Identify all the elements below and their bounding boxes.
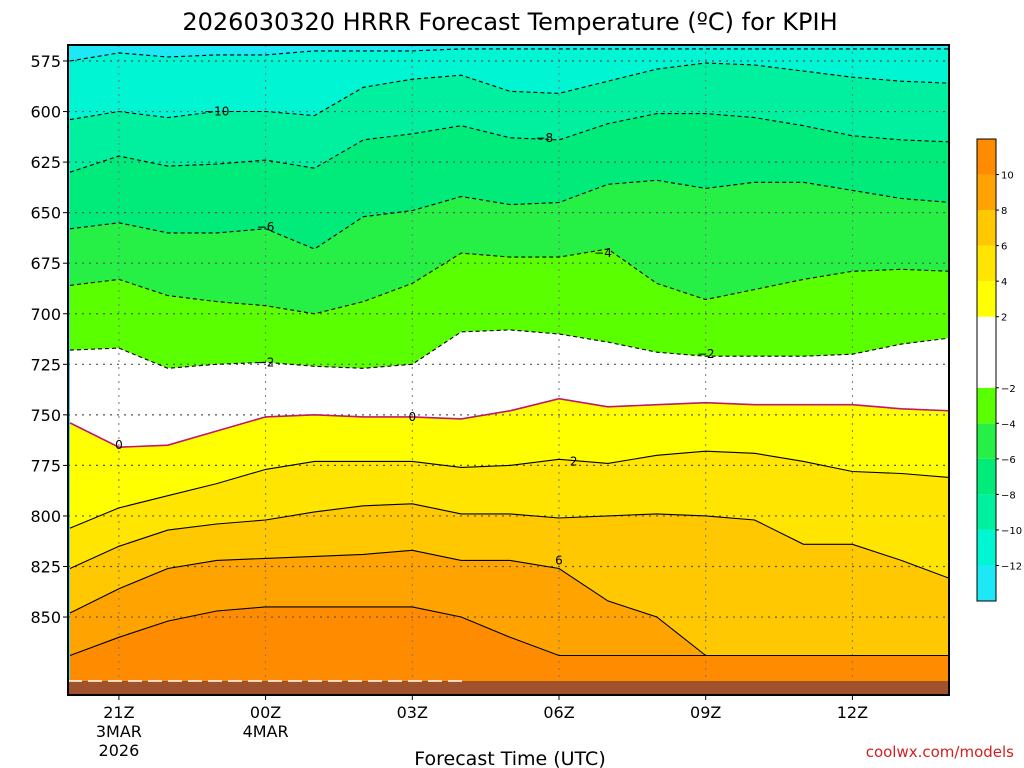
colorbar-band xyxy=(977,174,996,211)
colorbar-band xyxy=(977,458,996,495)
y-tick-label: 575 xyxy=(30,52,61,71)
colorbar-band xyxy=(977,139,996,175)
isotherm-line--8 xyxy=(69,113,949,173)
pressure-axis: 575 600 625 650 675 700 725 750 775 800 825 850 xyxy=(30,52,68,627)
x-tick-year: 2026 xyxy=(99,741,140,760)
colorbar-tick-label: 2 xyxy=(1001,313,1007,324)
x-tick-label: 09Z xyxy=(690,703,721,722)
contour-label: −8 xyxy=(535,131,553,145)
isotherm-line-2 xyxy=(69,450,949,529)
colorbar-band xyxy=(977,494,996,530)
temperature-fill-bands xyxy=(68,45,949,695)
colorbar-tick-label: −6 xyxy=(1001,455,1016,466)
x-tick-label: 21Z xyxy=(103,703,134,722)
contour-label: −10 xyxy=(204,105,229,119)
colorbar-tick-label: 6 xyxy=(1001,242,1007,253)
colorbar-tick-label: 10 xyxy=(1001,171,1014,182)
contour-label: −2 xyxy=(257,355,275,369)
colorbar-band xyxy=(977,281,996,317)
isotherm-line--10 xyxy=(69,62,949,121)
isotherm-line--6 xyxy=(69,179,949,250)
isotherm-line-4 xyxy=(69,503,949,579)
y-tick-label: 850 xyxy=(30,608,61,627)
colorbar-band xyxy=(977,210,996,246)
colorbar-band xyxy=(977,529,996,566)
x-axis-title: Forecast Time (UTC) xyxy=(414,748,605,768)
ground-fill xyxy=(68,681,949,695)
x-tick-label: 06Z xyxy=(543,703,574,722)
x-tick-label: 12Z xyxy=(837,703,868,722)
colorbar-tick-label: −8 xyxy=(1001,490,1016,501)
isotherm-line--12 xyxy=(69,48,949,62)
contour-label: 2 xyxy=(570,454,578,468)
ground-surface xyxy=(68,680,949,695)
isotherm-line-0 xyxy=(69,397,949,449)
colorbar-band xyxy=(977,316,996,388)
y-tick-label: 625 xyxy=(30,153,61,172)
x-tick-label: 00Z xyxy=(250,703,281,722)
y-tick-label: 675 xyxy=(30,254,61,273)
colorbar-tick-label: 4 xyxy=(1001,277,1007,288)
colorbar-band xyxy=(977,387,996,424)
colorbar-band xyxy=(977,565,996,601)
x-tick-date: 3MAR xyxy=(96,722,142,741)
colorbar-legend: 10 8 6 4 2 −2 −4 −6 −8 −10 −12 xyxy=(976,138,1022,602)
contour-label: −4 xyxy=(594,246,612,260)
y-tick-label: 600 xyxy=(30,103,61,122)
x-tick-label: 03Z xyxy=(397,703,428,722)
y-tick-label: 650 xyxy=(30,204,61,223)
y-tick-label: 750 xyxy=(30,406,61,425)
contour-label: −2 xyxy=(697,347,715,361)
x-tick-date: 4MAR xyxy=(243,722,289,741)
isotherm-line-8 xyxy=(69,606,949,657)
colorbar-tick-label: −10 xyxy=(1001,526,1022,537)
y-tick-label: 775 xyxy=(30,456,61,475)
fill-band-above-8 xyxy=(70,606,949,695)
y-tick-label: 725 xyxy=(30,355,61,374)
contour-label: 0 xyxy=(408,410,416,424)
colorbar-band xyxy=(977,423,996,459)
contour-label: 0 xyxy=(115,438,123,452)
y-tick-label: 800 xyxy=(30,507,61,526)
contour-label: −6 xyxy=(257,220,275,234)
colorbar-tick-label: 8 xyxy=(1001,206,1007,217)
colorbar-tick-label: −12 xyxy=(1001,561,1022,572)
credit-text: coolwx.com/models xyxy=(866,743,1014,761)
colorbar-tick-label: −2 xyxy=(1001,384,1016,395)
isotherm-line--2 xyxy=(69,329,949,369)
plot-frame xyxy=(67,44,950,696)
chart-title: 2026030320 HRRR Forecast Temperature (ºC… xyxy=(182,8,837,36)
isotherm-line--4 xyxy=(69,248,949,315)
colorbar-tick-label: −4 xyxy=(1001,419,1016,430)
y-tick-label: 700 xyxy=(30,305,61,324)
contour-labels: −10 −8 −6 −4 −2 −2 0 0 2 6 xyxy=(115,105,714,568)
colorbar-band xyxy=(977,245,996,282)
y-tick-label: 825 xyxy=(30,558,61,577)
contour-label: 6 xyxy=(555,553,563,567)
isotherm-lines xyxy=(69,48,949,657)
colorbar-frame xyxy=(976,138,997,602)
